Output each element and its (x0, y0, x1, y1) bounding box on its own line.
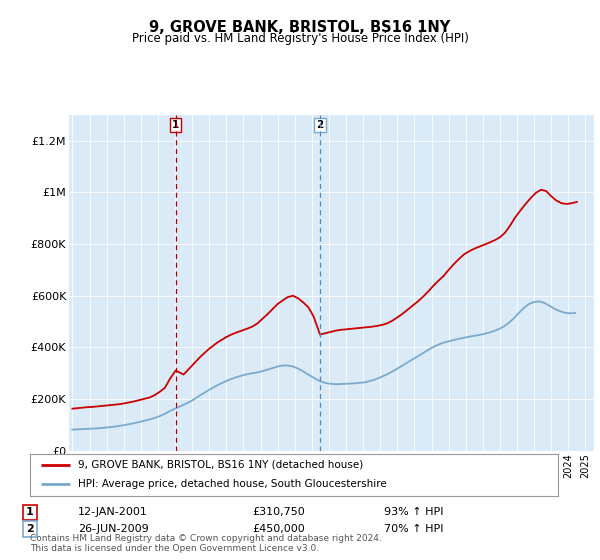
Text: 9, GROVE BANK, BRISTOL, BS16 1NY: 9, GROVE BANK, BRISTOL, BS16 1NY (149, 20, 451, 35)
Text: 12-JAN-2001: 12-JAN-2001 (78, 507, 148, 517)
Text: £450,000: £450,000 (252, 524, 305, 534)
Text: £310,750: £310,750 (252, 507, 305, 517)
Text: 1: 1 (26, 507, 34, 517)
Text: 1: 1 (172, 120, 179, 130)
Text: Contains HM Land Registry data © Crown copyright and database right 2024.
This d: Contains HM Land Registry data © Crown c… (30, 534, 382, 553)
Text: 93% ↑ HPI: 93% ↑ HPI (384, 507, 443, 517)
Text: Price paid vs. HM Land Registry's House Price Index (HPI): Price paid vs. HM Land Registry's House … (131, 32, 469, 45)
Text: 2: 2 (26, 524, 34, 534)
Text: 2: 2 (316, 120, 323, 130)
Text: 9, GROVE BANK, BRISTOL, BS16 1NY (detached house): 9, GROVE BANK, BRISTOL, BS16 1NY (detach… (77, 460, 363, 470)
Text: 70% ↑ HPI: 70% ↑ HPI (384, 524, 443, 534)
Text: 26-JUN-2009: 26-JUN-2009 (78, 524, 149, 534)
Text: HPI: Average price, detached house, South Gloucestershire: HPI: Average price, detached house, Sout… (77, 479, 386, 489)
